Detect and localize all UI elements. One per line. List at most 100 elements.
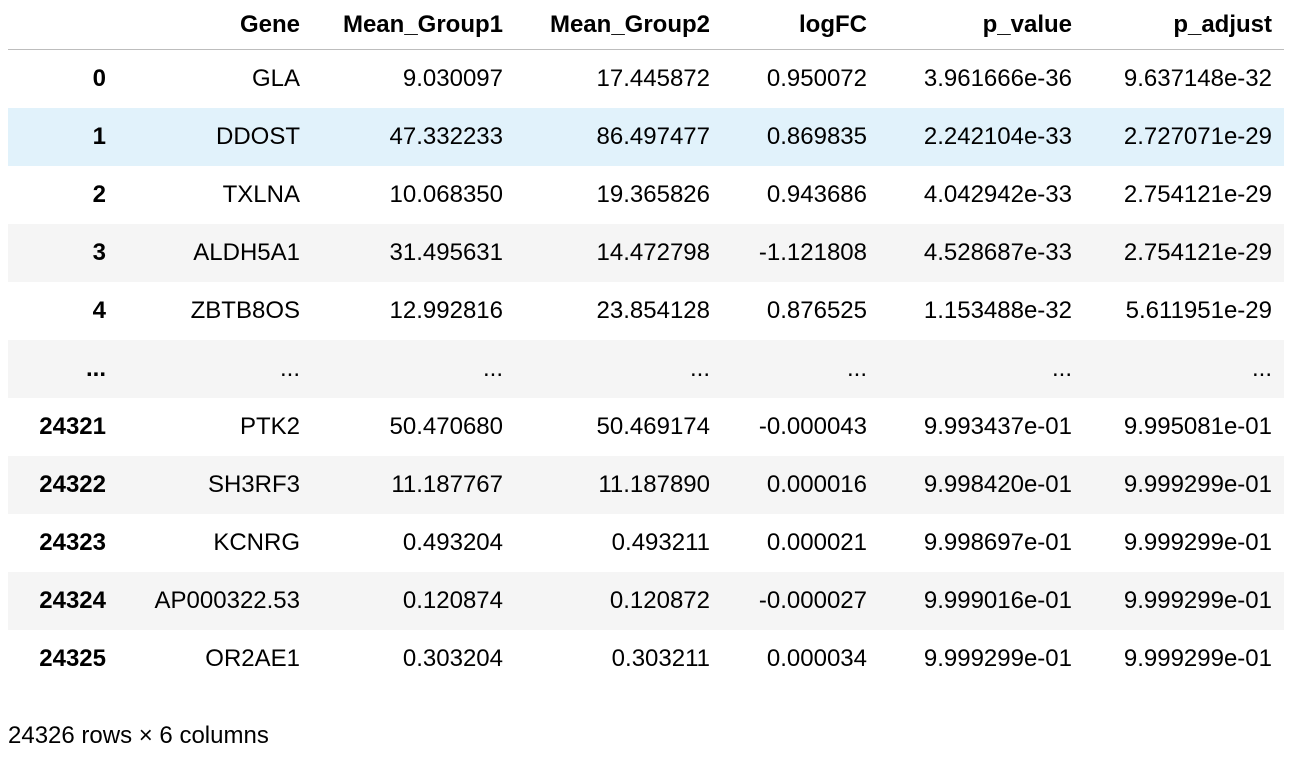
- table-cell: ALDH5A1: [193, 239, 300, 266]
- table-cell: KCNRG: [213, 529, 300, 556]
- table-cell: 0.869835: [766, 123, 867, 150]
- table-cell: 14.472798: [596, 239, 710, 266]
- table-cell: 0.120874: [402, 587, 503, 614]
- table-row: .....................: [8, 340, 1284, 398]
- table-row: 1 DDOST 47.332233 86.497477 0.869835 2.242104…: [8, 108, 1284, 166]
- table-cell: 0.950072: [766, 65, 867, 92]
- table-cell: 9.999299e-01: [1123, 529, 1272, 556]
- table-cell: 0.943686: [766, 181, 867, 208]
- table-row: 3 ALDH5A1 31.495631 14.472798 -1.121808 4.528…: [8, 224, 1284, 282]
- row-index: 3: [92, 239, 106, 266]
- column-header: logFC: [722, 0, 879, 50]
- table-cell: 0.303211: [611, 645, 710, 672]
- table-cell: 2.727071e-29: [1123, 123, 1272, 150]
- table-cell: 5.611951e-29: [1125, 297, 1272, 324]
- row-index: ...: [85, 355, 106, 382]
- table-cell: 9.998420e-01: [923, 471, 1072, 498]
- header-row: Gene Mean_Group1 Mean_Group2 logFC p_value p_…: [8, 0, 1284, 50]
- table-cell: -1.121808: [758, 239, 867, 266]
- table-cell: 4.042942e-33: [923, 181, 1072, 208]
- table-cell: 17.445872: [596, 65, 710, 92]
- table-cell: 19.365826: [596, 181, 710, 208]
- index-header: [8, 0, 118, 50]
- row-index: 1: [92, 123, 106, 150]
- table-cell: -0.000043: [758, 413, 867, 440]
- table-cell: ...: [689, 355, 710, 382]
- table-body: 0 GLA 9.030097 17.445872 0.950072 3.961666e-3…: [8, 50, 1284, 689]
- table-cell: 2.754121e-29: [1123, 181, 1272, 208]
- table-cell: 31.495631: [389, 239, 503, 266]
- table-cell: ZBTB8OS: [190, 297, 300, 324]
- table-cell: 9.995081e-01: [1123, 413, 1272, 440]
- table-cell: 9.999016e-01: [923, 587, 1072, 614]
- dataframe-table: Gene Mean_Group1 Mean_Group2 logFC p_value p_…: [8, 0, 1284, 688]
- table-cell: PTK2: [239, 413, 300, 440]
- table-cell: 0.493211: [611, 529, 710, 556]
- table-cell: 11.187767: [391, 471, 503, 498]
- table-row: 24321 PTK2 50.470680 50.469174 -0.000043 9.99…: [8, 398, 1284, 456]
- table-cell: 0.000034: [766, 645, 867, 672]
- table-row: 0 GLA 9.030097 17.445872 0.950072 3.961666e-3…: [8, 50, 1284, 109]
- table-cell: 0.303204: [402, 645, 503, 672]
- table-cell: 50.470680: [389, 413, 503, 440]
- table-cell: 9.999299e-01: [1123, 471, 1272, 498]
- row-index: 4: [92, 297, 106, 324]
- row-index: 24325: [39, 645, 106, 672]
- table-cell: 0.120872: [609, 587, 710, 614]
- table-cell: 1.153488e-32: [923, 297, 1072, 324]
- column-header: Mean_Group1: [312, 0, 515, 50]
- table-cell: 10.068350: [389, 181, 503, 208]
- row-index: 24322: [39, 471, 106, 498]
- table-row: 4 ZBTB8OS 12.992816 23.854128 0.876525 1.1534…: [8, 282, 1284, 340]
- table-cell: 50.469174: [596, 413, 710, 440]
- table-cell: TXLNA: [222, 181, 300, 208]
- column-header: p_adjust: [1084, 0, 1284, 50]
- table-shape: 24326 rows × 6 columns: [8, 722, 269, 749]
- table-cell: 47.332233: [389, 123, 503, 150]
- table-cell: 9.998697e-01: [923, 529, 1072, 556]
- table-cell: 11.187890: [598, 471, 710, 498]
- row-index: 0: [92, 65, 106, 92]
- row-index: 24323: [39, 529, 106, 556]
- table-header: Gene Mean_Group1 Mean_Group2 logFC p_value p_…: [8, 0, 1284, 50]
- table-cell: ...: [846, 355, 867, 382]
- column-header: Gene: [118, 0, 312, 50]
- table-cell: 12.992816: [389, 297, 503, 324]
- table-cell: GLA: [251, 65, 300, 92]
- table-cell: 9.030097: [402, 65, 503, 92]
- table-cell: 9.993437e-01: [923, 413, 1072, 440]
- table-cell: 0.876525: [766, 297, 867, 324]
- table-cell: 0.000016: [766, 471, 867, 498]
- table-cell: 4.528687e-33: [923, 239, 1072, 266]
- table-cell: 3.961666e-36: [923, 65, 1072, 92]
- table-cell: 2.754121e-29: [1123, 239, 1272, 266]
- table-cell: 0.493204: [402, 529, 503, 556]
- table-cell: 9.637148e-32: [1123, 65, 1272, 92]
- table-cell: ...: [1251, 355, 1272, 382]
- row-index: 24321: [39, 413, 106, 440]
- table-cell: OR2AE1: [205, 645, 300, 672]
- table-cell: SH3RF3: [207, 471, 300, 498]
- column-header: p_value: [879, 0, 1084, 50]
- table-cell: 0.000021: [766, 529, 867, 556]
- table-cell: DDOST: [216, 123, 300, 150]
- table-cell: 2.242104e-33: [923, 123, 1072, 150]
- column-header: Mean_Group2: [515, 0, 722, 50]
- table-row: 24322 SH3RF3 11.187767 11.187890 0.000016 9.9…: [8, 456, 1284, 514]
- table-row: 24325 OR2AE1 0.303204 0.303211 0.000034 9.999…: [8, 630, 1284, 688]
- table-cell: -0.000027: [758, 587, 867, 614]
- table-row: 24324 AP000322.53 0.120874 0.120872 -0.00002…: [8, 572, 1284, 630]
- table-cell: 9.999299e-01: [1123, 587, 1272, 614]
- row-index: 24324: [39, 587, 106, 614]
- table-cell: 9.999299e-01: [1123, 645, 1272, 672]
- table-cell: AP000322.53: [154, 587, 300, 614]
- table-cell: 86.497477: [596, 123, 710, 150]
- table-cell: ...: [279, 355, 300, 382]
- table-cell: 23.854128: [596, 297, 710, 324]
- row-index: 2: [92, 181, 106, 208]
- table-cell: ...: [482, 355, 503, 382]
- table-cell: 9.999299e-01: [923, 645, 1072, 672]
- table-row: 24323 KCNRG 0.493204 0.493211 0.000021 9.9986…: [8, 514, 1284, 572]
- table-row: 2 TXLNA 10.068350 19.365826 0.943686 4.042942…: [8, 166, 1284, 224]
